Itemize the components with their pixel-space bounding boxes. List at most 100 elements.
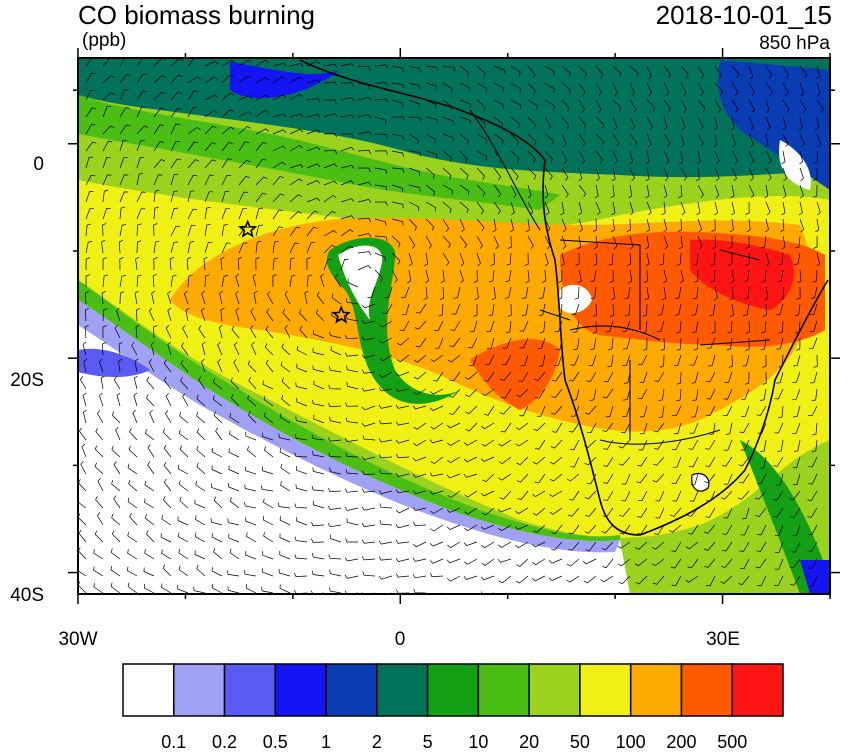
- wind-barb: [776, 371, 784, 384]
- wind-barb: [692, 286, 699, 300]
- wind-barb: [170, 91, 183, 101]
- wind-barb: [111, 530, 121, 543]
- wind-barb: [408, 201, 420, 212]
- colorbar-swatch: [477, 663, 530, 717]
- wind-barb: [272, 113, 287, 118]
- wind-barb: [94, 445, 104, 458]
- wind-barb: [639, 422, 648, 435]
- wind-barb: [459, 252, 465, 267]
- wind-barb: [272, 176, 284, 186]
- wind-barb: [306, 197, 321, 203]
- wind-barb: [151, 290, 156, 305]
- wind-barb: [255, 240, 262, 254]
- wind-barb: [135, 324, 140, 339]
- wind-barb: [178, 565, 189, 577]
- wind-barb: [136, 240, 142, 254]
- wind-barb: [595, 150, 603, 164]
- wind-barb: [626, 218, 631, 232]
- wind-barb: [603, 439, 614, 450]
- wind-barb: [611, 201, 616, 216]
- wind-barb: [384, 286, 393, 299]
- wind-barb: [295, 484, 308, 492]
- wind-barb: [713, 133, 718, 148]
- wind-barb: [272, 161, 286, 169]
- wind-barb: [459, 201, 469, 214]
- wind-barb: [498, 541, 512, 548]
- map-frame: [77, 57, 831, 595]
- wind-barb: [550, 405, 563, 415]
- wind-barb: [595, 133, 605, 146]
- wind-barb: [429, 572, 444, 578]
- wind-barb: [595, 82, 602, 96]
- wind-barb: [537, 337, 546, 349]
- pressure-level-label: 850 hPa: [759, 33, 830, 54]
- wind-barb: [413, 439, 427, 447]
- wind-barb: [654, 524, 665, 535]
- wind-barb: [204, 110, 218, 118]
- wind-barb: [481, 422, 495, 430]
- wind-barb: [464, 558, 478, 565]
- wind-barb: [116, 307, 121, 322]
- wind-barb: [549, 490, 563, 498]
- wind-barb: [493, 150, 502, 163]
- wind-barb: [281, 394, 291, 407]
- wind-barb: [294, 572, 308, 577]
- wind-barb: [782, 133, 789, 147]
- wind-barb: [101, 290, 106, 305]
- wind-barb: [600, 575, 614, 583]
- wind-barb: [204, 206, 211, 220]
- wind-barb: [221, 242, 231, 254]
- wind-barb: [584, 439, 597, 448]
- wind-barb: [198, 376, 206, 390]
- wind-barb: [476, 201, 484, 215]
- wind-barb: [808, 456, 818, 468]
- wind-barb: [136, 223, 142, 237]
- wind-barb: [527, 82, 536, 95]
- wind-barb: [442, 218, 450, 232]
- wind-barb: [712, 235, 717, 250]
- wind-barb: [544, 133, 555, 145]
- wind-barb: [636, 524, 648, 535]
- wind-barb: [213, 496, 223, 509]
- wind-barb: [246, 532, 257, 543]
- wind-barb: [265, 359, 274, 373]
- wind-barb: [187, 174, 198, 186]
- wind-barb: [637, 388, 648, 400]
- wind-barb: [449, 337, 461, 348]
- wind-barb: [816, 99, 824, 113]
- wind-barb: [253, 290, 258, 305]
- wind-barb: [423, 286, 428, 301]
- wind-barb: [813, 235, 818, 249]
- wind-barb: [706, 490, 716, 502]
- wind-barb: [602, 507, 614, 518]
- wind-barb: [395, 539, 410, 544]
- wind-barb: [153, 124, 165, 135]
- wind-barb: [522, 303, 529, 316]
- wind-barb: [483, 405, 495, 416]
- wind-barb: [745, 320, 750, 334]
- wind-barb: [714, 65, 722, 79]
- wind-barb: [323, 133, 337, 138]
- wind-barb: [623, 371, 631, 384]
- wind-barb: [153, 325, 158, 339]
- wind-barb: [813, 168, 818, 181]
- wind-barb: [408, 150, 422, 157]
- wind-barb: [170, 225, 180, 237]
- wind-barb: [243, 570, 257, 577]
- wind-barb: [228, 533, 240, 543]
- wind-barb: [296, 363, 308, 373]
- wind-barb: [163, 496, 172, 509]
- wind-barb: [412, 574, 427, 579]
- wind-barb: [748, 82, 756, 96]
- wind-barb: [714, 99, 722, 113]
- wind-barb: [345, 402, 359, 407]
- wind-barb: [808, 405, 818, 417]
- wind-barb: [238, 111, 252, 118]
- wind-barb: [204, 191, 214, 203]
- wind-barb: [663, 82, 670, 97]
- colorbar-label: 10: [468, 732, 489, 752]
- wind-barb: [548, 558, 563, 564]
- wind-barb: [755, 558, 767, 569]
- wind-barb: [594, 184, 599, 199]
